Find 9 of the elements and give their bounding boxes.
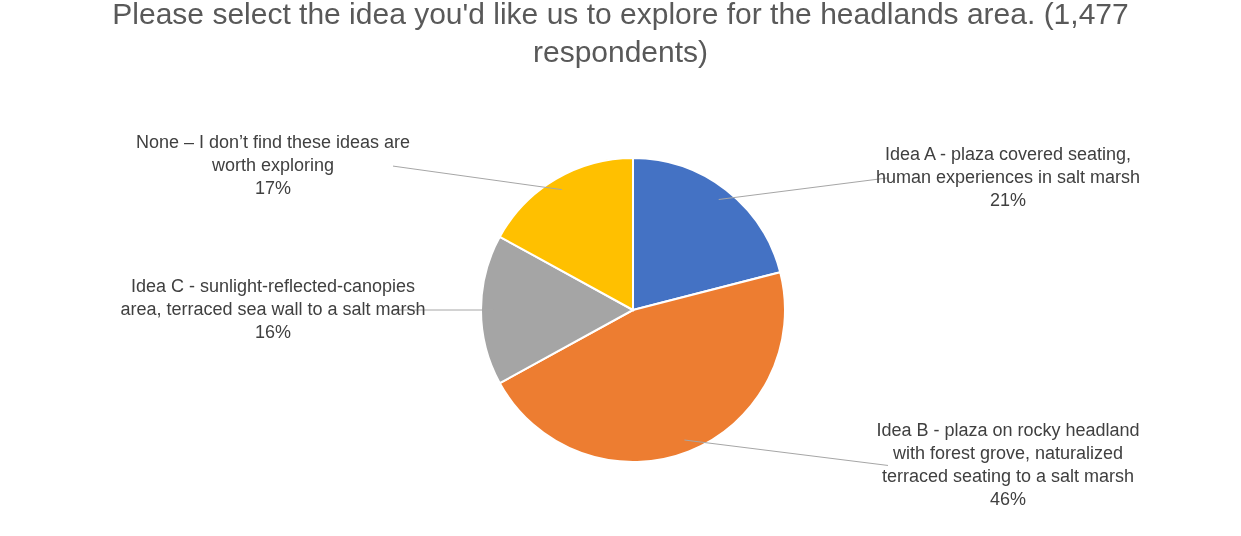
data-label: 46% [989,488,1027,509]
chart-title: Please select the idea you'd like us to explore for the headlands area. (1,477 respondents) [112,0,1129,68]
slice-label: Idea A - plaza covered seating, human experiences in salt marsh [875,143,1141,187]
slice-label: None – I don’t find these ideas are worth exploring [135,132,411,176]
slice-label: Idea B - plaza on rocky headland with forest grove, naturalized terraced seating to a salt marsh [876,419,1140,486]
data-label: 21% [989,189,1027,210]
slice-label: Idea C - sunlight-reflected-canopies area, terraced sea wall to a salt marsh [120,276,426,319]
data-label: 17% [254,178,292,199]
data-label: 16% [254,322,292,342]
